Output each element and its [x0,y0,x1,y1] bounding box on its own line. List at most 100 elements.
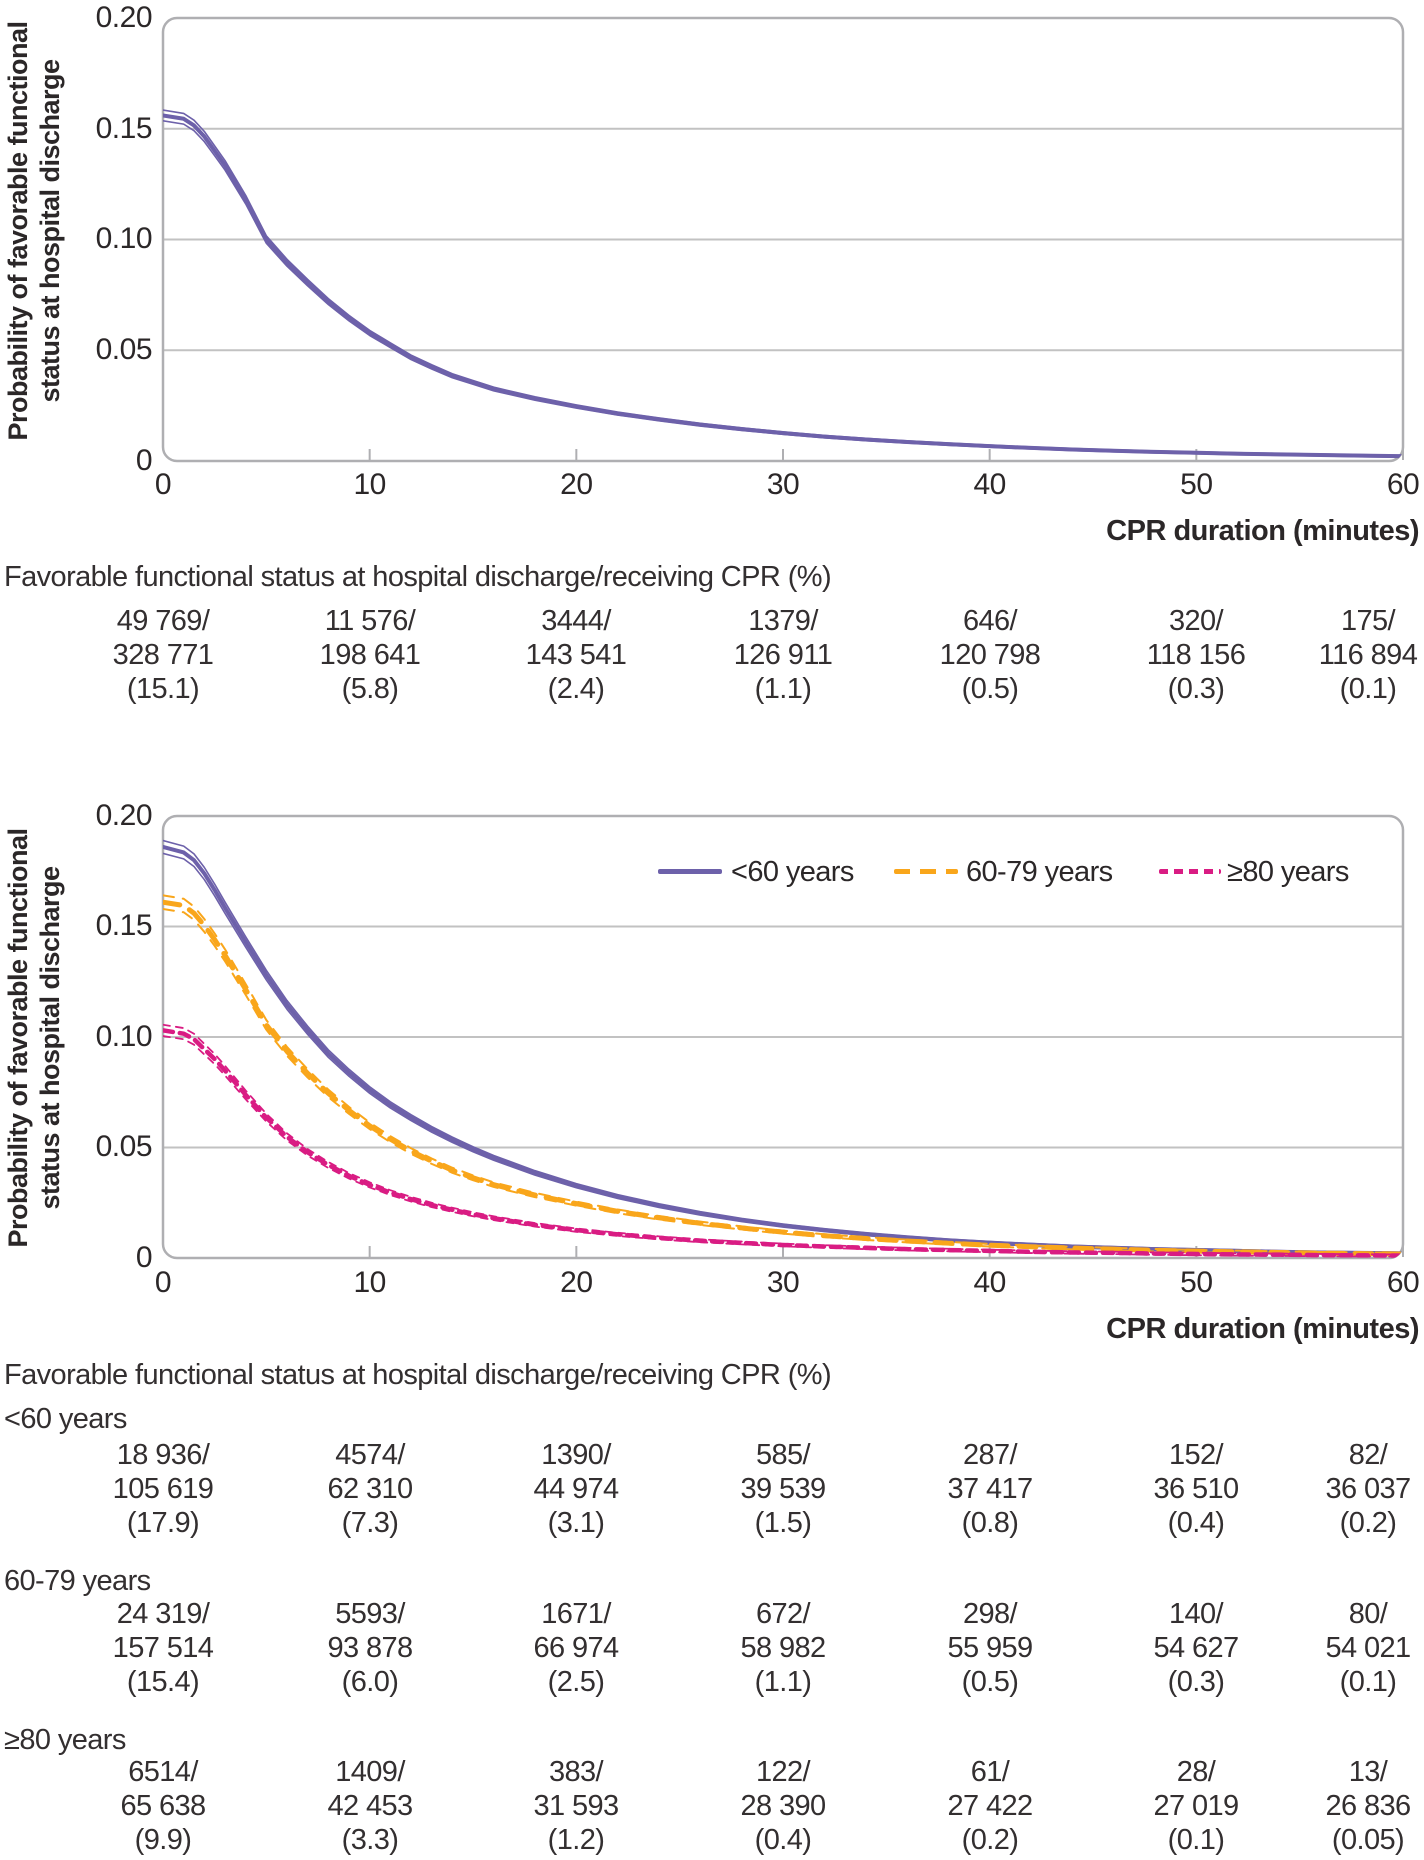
y-tick-label: 0.15 [95,909,153,942]
table-cell: 66 974 [533,1632,619,1664]
table-column: 320/118 156 (0.3) [1101,604,1291,706]
table-column: 82/36 037 (0.2) [1273,1438,1424,1540]
table-cell: 4574/ [335,1439,405,1471]
table-cell: (0.1) [1339,673,1397,705]
table-cell: 65 638 [120,1790,206,1822]
table-cell: 646/ [962,605,1018,637]
table-column: 3444/143 541 (2.4) [481,604,671,706]
y-axis-label-line1: Probability of favorable functional [3,828,33,1248]
table-column: 5593/93 878 (6.0) [275,1597,465,1699]
table-cell: 383/ [548,1756,604,1788]
table-column: 80/54 021 (0.1) [1273,1597,1424,1699]
x-tick-label: 60 [1386,468,1420,501]
table-cell: 93 878 [327,1632,413,1664]
table-cell: 152/ [1168,1439,1224,1471]
x-tick-label: 0 [154,468,172,501]
table-cell: 6514/ [128,1756,198,1788]
table-cell: (2.5) [547,1666,605,1698]
legend-line-over80-icon [1159,869,1221,874]
table-cell: (1.1) [754,1666,812,1698]
table-column: 646/120 798 (0.5) [895,604,1085,706]
table-cell: (2.4) [547,673,605,705]
table-cell: 120 798 [939,639,1041,671]
table-cell: 54 021 [1325,1632,1411,1664]
curve-60-79-years [163,899,1403,1257]
table-cell: 31 593 [533,1790,619,1822]
table-cell: (9.9) [134,1824,192,1856]
table-column: 140/54 627 (0.3) [1101,1597,1291,1699]
legend-label-over80: ≥80 years [1227,856,1349,888]
table-cell: 328 771 [112,639,214,671]
y-axis-label-line1: Probability of favorable functional [3,21,33,441]
table-cell: 198 641 [319,639,421,671]
table-cell: 140/ [1168,1598,1224,1630]
table-cell: 27 019 [1153,1790,1239,1822]
table-cell: (0.4) [1167,1507,1225,1539]
table-cell: (0.5) [961,673,1019,705]
table-cell: 105 619 [112,1473,214,1505]
table-column: 122/28 390 (0.4) [688,1755,878,1857]
table-cell: (0.4) [754,1824,812,1856]
table-cell: 39 539 [740,1473,826,1505]
legend-line-under60-icon [658,869,722,874]
table-cell: 116 894 [1318,639,1418,671]
y-tick-label: 0.15 [95,112,153,145]
curve-60-79-years [163,907,1403,1257]
curve [163,120,1403,458]
table-cell: 298/ [962,1598,1018,1630]
x-tick-label: 30 [766,468,800,501]
y-tick-label: 0.05 [95,333,153,366]
table-cell: (3.1) [547,1507,605,1539]
table-cell: 1379/ [748,605,818,637]
table-cell: (0.8) [961,1507,1019,1539]
table-cell: 44 974 [533,1473,619,1505]
table-cell: 42 453 [327,1790,413,1822]
table-cell: 287/ [962,1439,1018,1471]
table-cell: 55 959 [947,1632,1033,1664]
curve [163,109,1403,456]
curve [163,113,1403,459]
bottom-chart-y-axis-label: Probability of favorable functional stat… [2,778,66,1298]
table-cell: 37 417 [947,1473,1033,1505]
y-tick-label: 0 [135,1241,153,1274]
table-cell: 5593/ [335,1598,405,1630]
table-column: 1671/66 974 (2.5) [481,1597,671,1699]
table-cell: 28/ [1176,1756,1216,1788]
table-cell: 36 510 [1153,1473,1239,1505]
table-cell: (0.5) [961,1666,1019,1698]
table-column: 152/36 510 (0.4) [1101,1438,1291,1540]
table-cell: 157 514 [112,1632,214,1664]
x-tick-label: 50 [1180,1266,1213,1299]
table-cell: (0.2) [1339,1507,1397,1539]
table-column: 61/27 422 (0.2) [895,1755,1085,1857]
curve--60-years [163,844,1403,1256]
table-cell: (0.3) [1167,1666,1225,1698]
table-cell: 1409/ [335,1756,405,1788]
legend-line-60to79-icon [894,869,958,874]
table-cell: 27 422 [947,1790,1033,1822]
table-cell: (1.1) [754,673,812,705]
table-cell: 126 911 [733,639,833,671]
table-cell: 49 769/ [116,605,210,637]
y-tick-label: 0.10 [95,222,153,255]
table-cell: (1.2) [547,1824,605,1856]
x-tick-label: 20 [560,1266,593,1299]
table-cell: 58 982 [740,1632,826,1664]
table-cell: 672/ [755,1598,811,1630]
table-cell: 1390/ [541,1439,611,1471]
table-cell: 1671/ [541,1598,611,1630]
table-column: 175/116 894 (0.1) [1273,604,1424,706]
x-tick-label: 40 [973,468,1006,501]
table-cell: 24 319/ [116,1598,210,1630]
table-column: 287/37 417 (0.8) [895,1438,1085,1540]
table-cell: 82/ [1348,1439,1388,1471]
top-table-caption: Favorable functional status at hospital … [4,561,832,593]
table-column: 672/58 982 (1.1) [688,1597,878,1699]
y-tick-label: 0.05 [95,1130,153,1163]
x-tick-label: 60 [1386,1266,1420,1299]
table-cell: 80/ [1348,1598,1388,1630]
table-cell: 18 936/ [116,1439,210,1471]
table-cell: 62 310 [327,1473,413,1505]
